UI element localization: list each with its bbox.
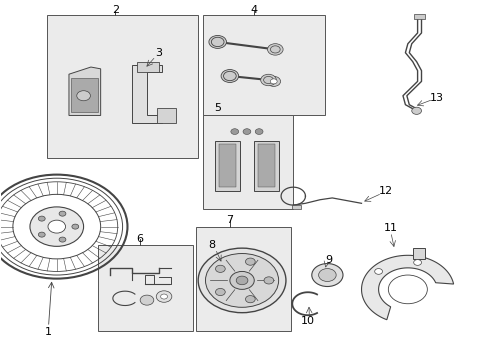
Circle shape (59, 237, 66, 242)
Text: 12: 12 (378, 186, 392, 197)
Circle shape (267, 44, 283, 55)
Bar (203, 116, 293, 209)
Polygon shape (215, 140, 239, 191)
Text: 11: 11 (383, 224, 397, 233)
Circle shape (198, 248, 285, 313)
Polygon shape (137, 62, 159, 72)
Text: 6: 6 (136, 234, 143, 244)
Circle shape (215, 265, 225, 273)
Circle shape (245, 258, 255, 265)
Text: 2: 2 (111, 5, 119, 15)
Text: 8: 8 (207, 240, 214, 250)
Circle shape (411, 107, 421, 114)
Circle shape (140, 295, 154, 305)
Circle shape (156, 291, 171, 302)
Polygon shape (412, 248, 424, 259)
Text: 5: 5 (214, 103, 221, 113)
Circle shape (243, 129, 250, 134)
Polygon shape (157, 108, 176, 123)
Polygon shape (413, 14, 425, 19)
Circle shape (255, 129, 263, 134)
Circle shape (387, 275, 427, 304)
Bar (292, 205, 301, 210)
Bar (47, 15, 198, 158)
Circle shape (413, 260, 421, 265)
Circle shape (318, 269, 335, 282)
Circle shape (223, 71, 236, 81)
Bar (195, 226, 290, 330)
Circle shape (264, 277, 273, 284)
Polygon shape (361, 255, 453, 320)
Circle shape (266, 76, 280, 86)
Circle shape (38, 216, 45, 221)
Circle shape (48, 220, 65, 233)
Text: 9: 9 (324, 255, 331, 265)
Circle shape (374, 269, 382, 274)
Circle shape (211, 37, 224, 46)
Circle shape (230, 129, 238, 134)
Bar (98, 244, 193, 330)
Text: 7: 7 (226, 215, 233, 225)
Circle shape (221, 69, 238, 82)
Circle shape (236, 276, 247, 285)
Text: 3: 3 (155, 48, 163, 58)
Polygon shape (69, 67, 101, 116)
Circle shape (263, 76, 273, 84)
Circle shape (311, 264, 342, 287)
Circle shape (270, 46, 280, 53)
Circle shape (72, 224, 79, 229)
Text: 4: 4 (250, 5, 257, 15)
Circle shape (59, 211, 66, 216)
Circle shape (245, 296, 255, 303)
Circle shape (260, 74, 276, 86)
Circle shape (215, 288, 225, 296)
Text: 13: 13 (429, 93, 443, 103)
Circle shape (208, 36, 226, 48)
Polygon shape (257, 144, 275, 187)
Text: 1: 1 (45, 327, 52, 337)
Circle shape (205, 253, 278, 307)
Bar (203, 15, 325, 116)
Circle shape (77, 91, 90, 101)
Circle shape (160, 294, 167, 299)
Polygon shape (132, 65, 161, 123)
Text: 10: 10 (300, 316, 314, 325)
Circle shape (30, 207, 83, 246)
Polygon shape (71, 78, 98, 112)
Polygon shape (254, 140, 278, 191)
Circle shape (38, 232, 45, 237)
Circle shape (270, 79, 277, 84)
Polygon shape (218, 144, 236, 187)
Circle shape (229, 271, 254, 289)
